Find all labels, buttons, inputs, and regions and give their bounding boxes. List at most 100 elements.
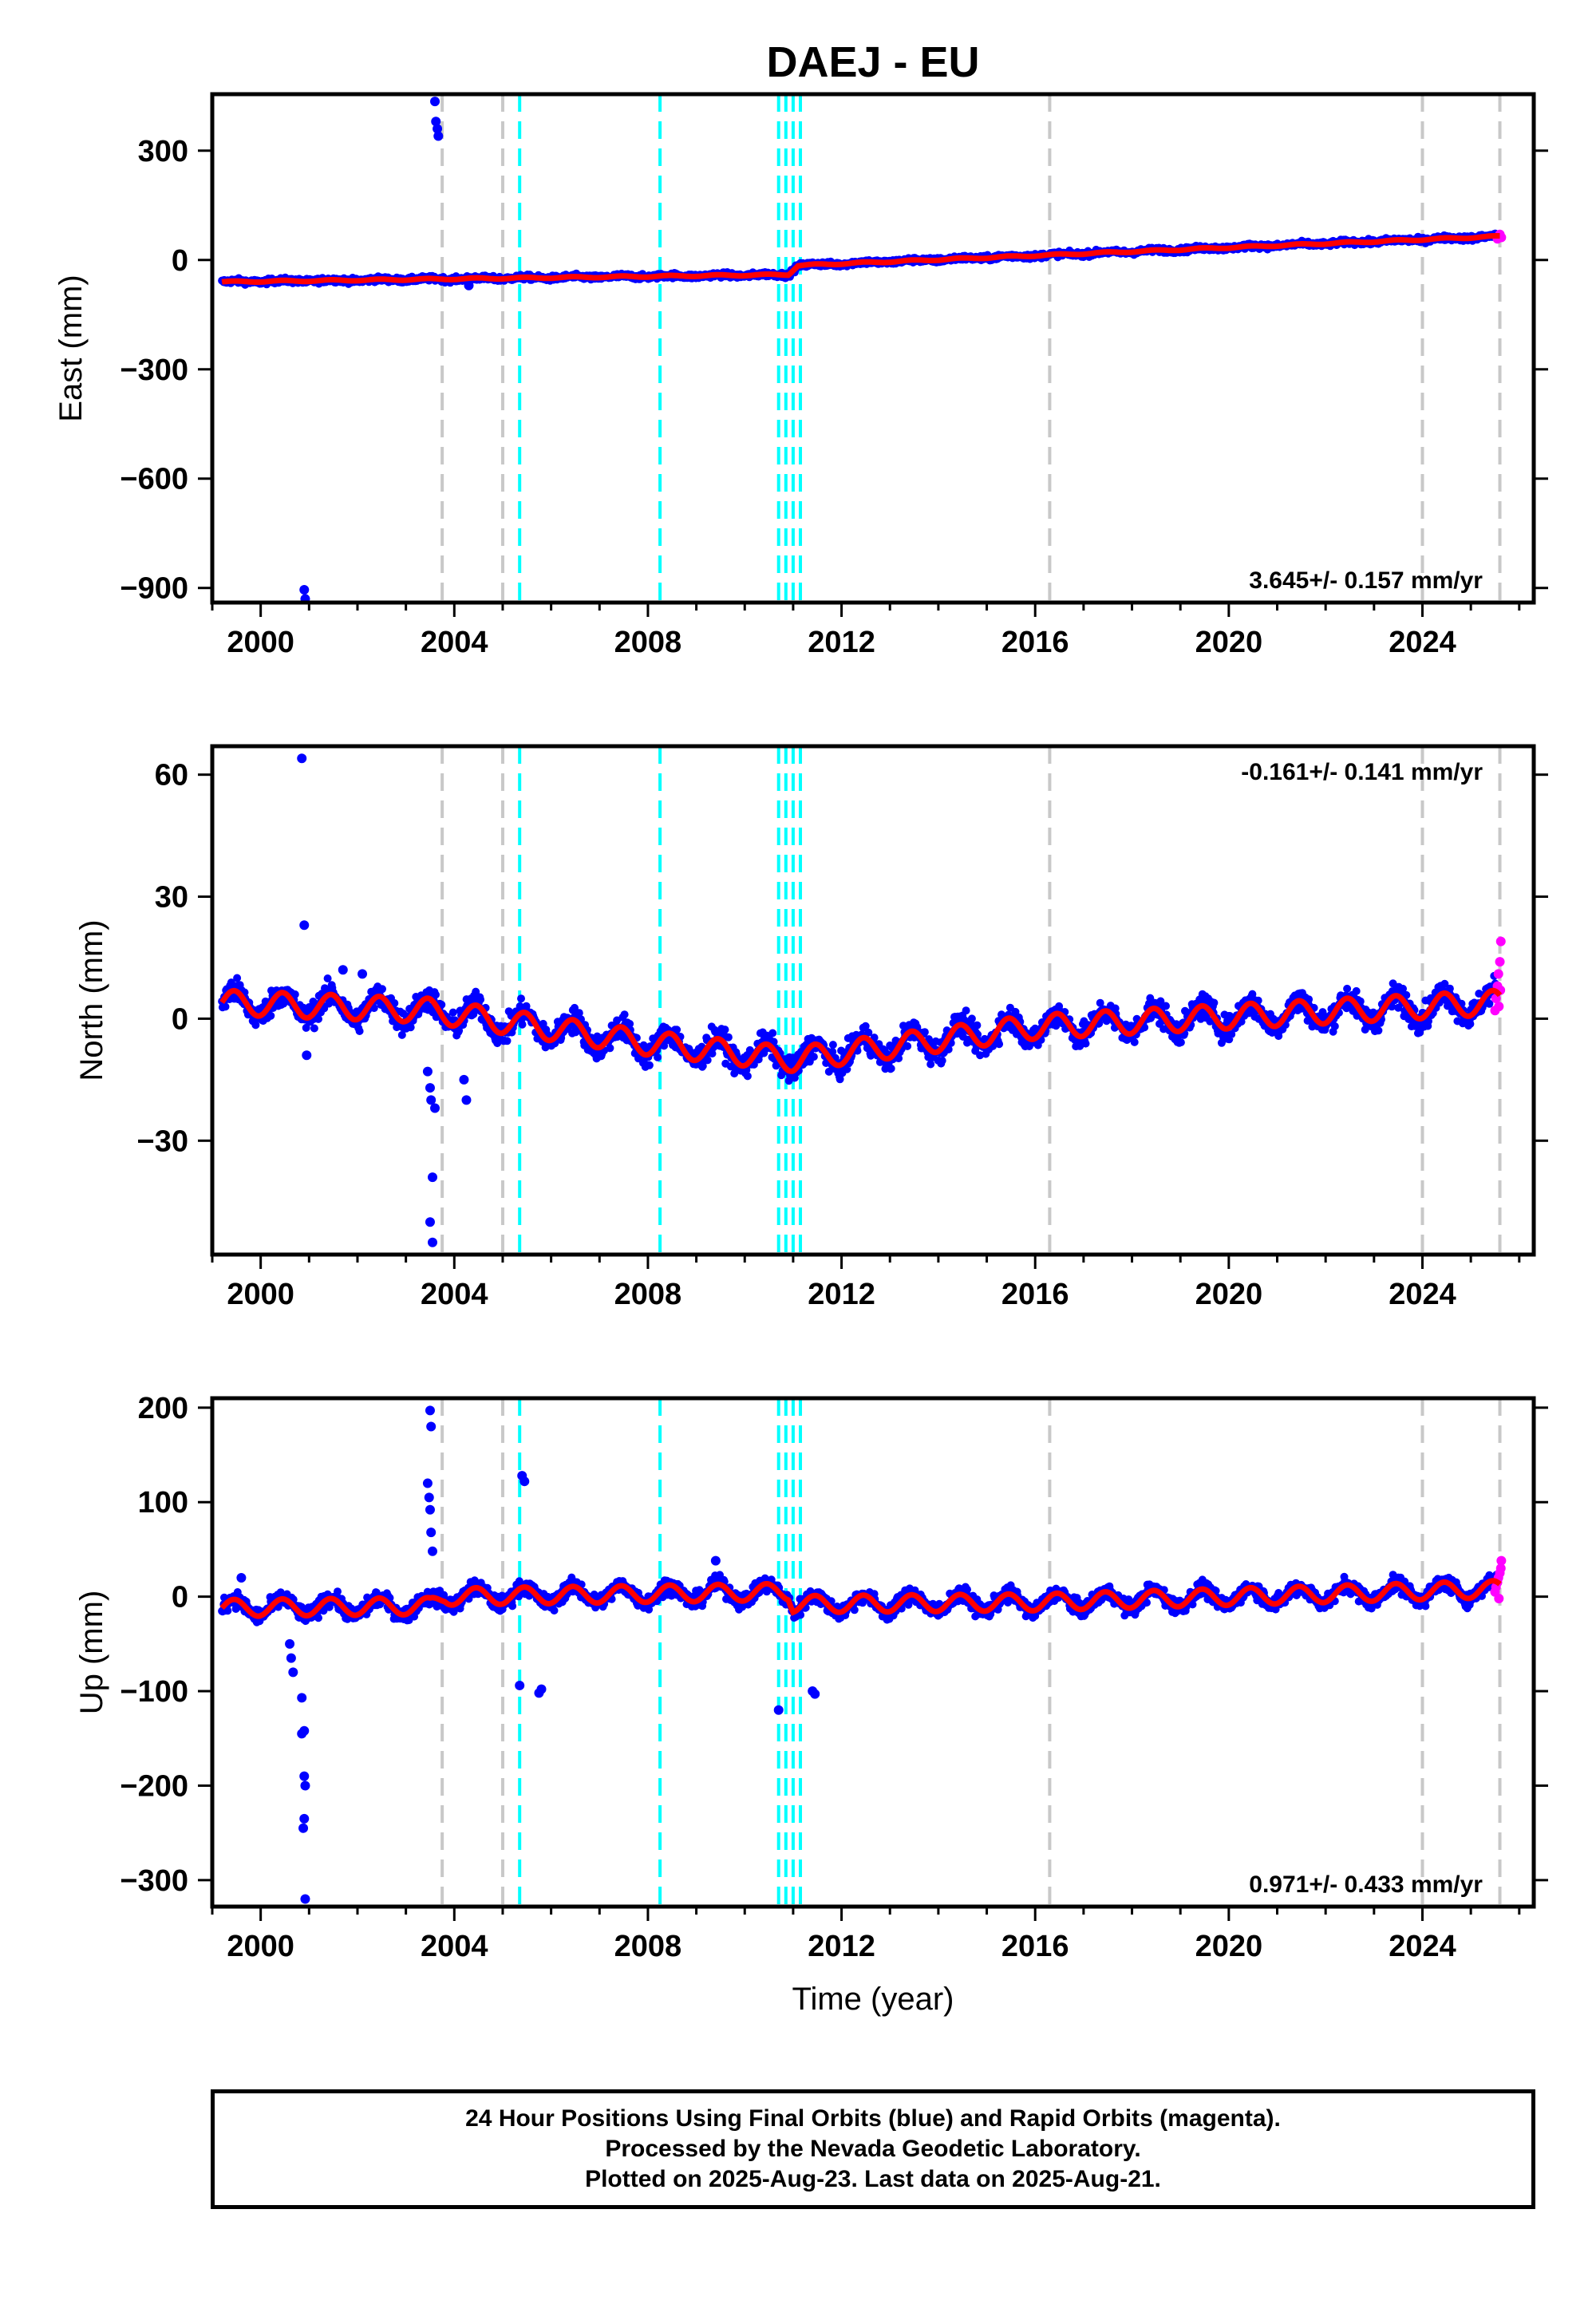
outlier-point xyxy=(464,280,474,290)
x-tick-label: 2016 xyxy=(1001,1278,1069,1311)
data-points-group xyxy=(218,1405,1507,1904)
y-tick-label: −100 xyxy=(120,1675,188,1709)
model-fit-curve xyxy=(219,1578,1502,1619)
outlier-point xyxy=(425,1504,435,1515)
outlier-point xyxy=(299,1771,310,1781)
footer-line-3: Plotted on 2025-Aug-23. Last data on 202… xyxy=(585,2166,1161,2192)
panel-frame xyxy=(210,744,1536,1257)
outlier-point xyxy=(428,1172,437,1183)
outlier-point xyxy=(298,1823,309,1833)
panel-up: 2000 2004 2008 2012 2016 2020 2024−300−200−100… xyxy=(74,1392,1548,1963)
outlier-point xyxy=(297,1729,307,1739)
panel-east: 2000 2004 2008 2012 2016 2020 2024 −900 −600 −300… xyxy=(53,92,1548,659)
x-tick-label: 2000 xyxy=(227,1930,294,1963)
x-tick-label: 2012 xyxy=(808,1278,875,1311)
outlier-point xyxy=(300,594,310,603)
outlier-point xyxy=(422,1478,433,1488)
y-tick-label: 30 xyxy=(155,881,188,915)
x-tick-label: 2024 xyxy=(1389,626,1456,659)
x-tick-label: 2024 xyxy=(1389,1278,1456,1311)
outlier-point xyxy=(286,1653,296,1663)
y-axis-label: North (mm) xyxy=(74,919,109,1081)
y-tick-label: −200 xyxy=(120,1769,188,1803)
rate-label: 0.971+/- 0.433 mm/yr xyxy=(1249,1871,1483,1898)
outlier-point xyxy=(428,1237,437,1247)
outlier-point xyxy=(297,1693,307,1703)
y-tick-label: 200 xyxy=(138,1392,188,1425)
outlier-point xyxy=(299,1813,310,1824)
outlier-point xyxy=(300,1894,310,1904)
outlier-point xyxy=(422,1066,433,1077)
y-tick-label: −300 xyxy=(120,1864,188,1898)
outlier-point xyxy=(431,117,441,127)
x-tick-label: 2004 xyxy=(421,1930,488,1963)
outlier-point xyxy=(534,1688,544,1698)
panel-frame xyxy=(210,1396,1536,1909)
x-tick-label: 2020 xyxy=(1195,626,1263,659)
outlier-point xyxy=(710,1555,721,1566)
outlier-point xyxy=(299,585,310,595)
x-tick-label: 2020 xyxy=(1195,1930,1263,1963)
outlier-point xyxy=(426,1095,437,1105)
outlier-point xyxy=(285,1638,295,1649)
rapid-orbit-point xyxy=(1494,1002,1504,1012)
outlier-point xyxy=(300,1780,310,1791)
y-axis-label: Up (mm) xyxy=(74,1591,109,1715)
outlier-point xyxy=(426,1421,437,1432)
rapid-orbit-point xyxy=(1495,936,1506,947)
outlier-point xyxy=(459,1074,469,1085)
outlier-point xyxy=(519,1476,530,1487)
rapid-orbit-point xyxy=(1493,969,1503,979)
outlier-point xyxy=(433,124,443,134)
y-tick-label: 300 xyxy=(138,135,188,168)
y-axis-label: East (mm) xyxy=(53,275,89,421)
data-points-group xyxy=(218,753,1506,1247)
outlier-point xyxy=(428,1546,437,1556)
x-axis-label: Time (year) xyxy=(792,1982,954,2017)
x-tick-label: 2008 xyxy=(614,1278,682,1311)
x-tick-label: 2016 xyxy=(1001,626,1069,659)
x-tick-label: 2000 xyxy=(227,626,294,659)
panel-frame xyxy=(210,92,1536,605)
chart-title: DAEJ - EU xyxy=(766,38,979,86)
time-series-chart: DAEJ - EU Time (year) 2000 2004 2008 2012 20… xyxy=(53,38,1548,2017)
rapid-orbit-point xyxy=(1495,1563,1506,1574)
outlier-point xyxy=(461,1095,472,1105)
x-tick-label: 2004 xyxy=(421,1278,488,1311)
outlier-point xyxy=(297,753,307,764)
rate-label: 3.645+/- 0.157 mm/yr xyxy=(1249,567,1483,594)
outlier-point xyxy=(338,965,348,975)
outlier-point xyxy=(236,1572,247,1583)
rapid-orbit-point xyxy=(1495,957,1505,967)
y-tick-label: −300 xyxy=(120,354,188,387)
outlier-point xyxy=(302,1050,312,1061)
model-fit-curve xyxy=(221,233,1500,285)
final-orbit-points xyxy=(218,229,1501,289)
y-tick-label: −600 xyxy=(120,463,188,496)
outlier-point xyxy=(810,1689,820,1699)
panel-north: 2000 2004 2008 2012 2016 2020 2024 −30 0 30 60 Nort… xyxy=(74,744,1548,1311)
outlier-point xyxy=(288,1667,298,1678)
outlier-point xyxy=(299,920,310,931)
footer-box: 24 Hour Positions Using Final Orbits (bl… xyxy=(211,2089,1535,2209)
x-tick-label: 2012 xyxy=(808,1930,875,1963)
y-tick-label: −900 xyxy=(120,572,188,606)
outlier-point xyxy=(425,1405,435,1416)
outlier-point xyxy=(424,1492,434,1503)
x-tick-label: 2008 xyxy=(614,626,682,659)
x-tick-label: 2016 xyxy=(1001,1930,1069,1963)
outlier-point xyxy=(426,1528,437,1538)
outlier-point xyxy=(425,1217,435,1227)
y-tick-label: 60 xyxy=(155,759,188,792)
rapid-orbit-point xyxy=(1496,1555,1507,1566)
footer-line-2: Processed by the Nevada Geodetic Laborat… xyxy=(605,2136,1141,2162)
model-fit-curve xyxy=(219,987,1503,1074)
y-tick-label: 0 xyxy=(172,1002,188,1036)
outlier-point xyxy=(773,1705,784,1715)
data-points-group xyxy=(218,97,1507,603)
x-tick-label: 2000 xyxy=(227,1278,294,1311)
x-tick-label: 2012 xyxy=(808,626,875,659)
final-orbit-points xyxy=(218,971,1501,1085)
rapid-orbit-point xyxy=(1494,1594,1504,1604)
y-tick-label: 100 xyxy=(138,1486,188,1520)
